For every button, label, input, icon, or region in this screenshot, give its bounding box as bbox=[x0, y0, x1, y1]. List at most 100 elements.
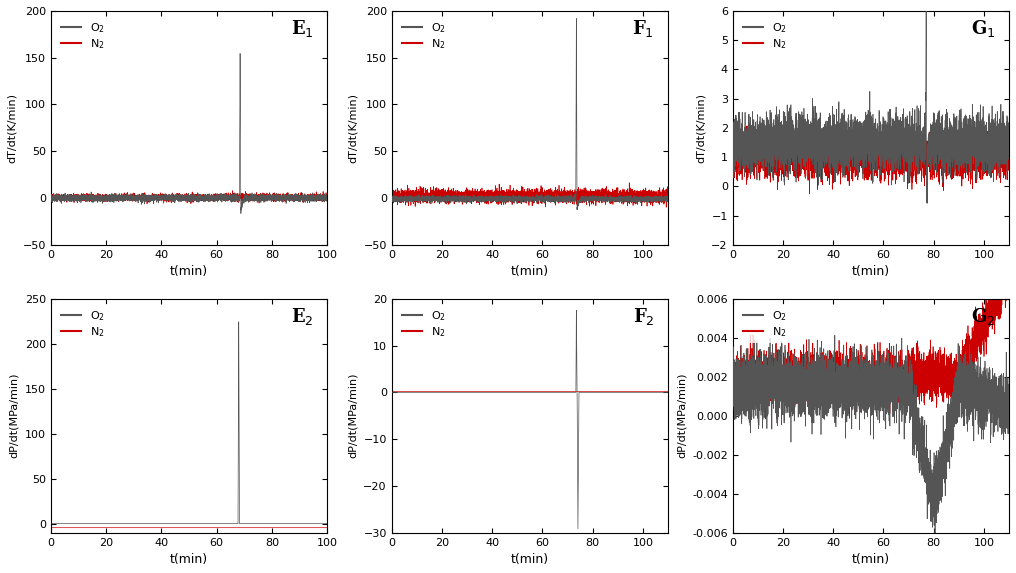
N$_2$ bbox=[662, 388, 675, 395]
O$_2$ bbox=[933, 501, 945, 508]
Y-axis label: dP/dt(MPa/min): dP/dt(MPa/min) bbox=[347, 373, 358, 458]
O$_2$ bbox=[321, 520, 333, 527]
X-axis label: t(min): t(min) bbox=[170, 265, 208, 278]
O$_2$ bbox=[225, 520, 237, 527]
O$_2$ bbox=[922, 200, 934, 207]
N$_2$ bbox=[613, 388, 625, 395]
N$_2$ bbox=[210, 192, 223, 199]
N$_2$ bbox=[272, 524, 284, 531]
N$_2$ bbox=[565, 198, 577, 205]
N$_2$ bbox=[225, 524, 237, 531]
N$_2$ bbox=[832, 388, 844, 395]
O$_2$ bbox=[726, 153, 739, 160]
O$_2$ bbox=[892, 155, 904, 162]
N$_2$ bbox=[491, 190, 503, 197]
O$_2$ bbox=[726, 379, 739, 386]
N$_2$ bbox=[150, 193, 163, 199]
O$_2$ bbox=[210, 520, 223, 527]
N$_2$ bbox=[662, 191, 675, 198]
O$_2$ bbox=[565, 389, 577, 396]
O$_2$ bbox=[251, 195, 263, 202]
N$_2$ bbox=[225, 190, 237, 197]
Y-axis label: dP/dt(MPa/min): dP/dt(MPa/min) bbox=[677, 373, 687, 458]
O$_2$ bbox=[225, 194, 237, 201]
O$_2$ bbox=[906, 386, 918, 393]
O$_2$ bbox=[235, 210, 247, 217]
O$_2$ bbox=[150, 520, 163, 527]
N$_2$ bbox=[906, 359, 918, 366]
O$_2$ bbox=[45, 197, 57, 203]
Legend: O$_2$, N$_2$: O$_2$, N$_2$ bbox=[397, 17, 450, 55]
X-axis label: t(min): t(min) bbox=[851, 553, 890, 566]
O$_2$ bbox=[552, 389, 564, 396]
Line: O$_2$: O$_2$ bbox=[733, 0, 1009, 203]
Text: E$_1$: E$_1$ bbox=[291, 18, 313, 39]
N$_2$ bbox=[592, 186, 605, 193]
N$_2$ bbox=[321, 193, 333, 199]
O$_2$ bbox=[570, 307, 582, 313]
Text: F$_1$: F$_1$ bbox=[633, 18, 654, 39]
Line: N$_2$: N$_2$ bbox=[733, 252, 1009, 423]
O$_2$ bbox=[45, 520, 57, 527]
Y-axis label: dT/dt(K/min): dT/dt(K/min) bbox=[7, 93, 17, 163]
O$_2$ bbox=[251, 520, 263, 527]
N$_2$ bbox=[227, 187, 239, 194]
N$_2$ bbox=[951, 419, 963, 426]
N$_2$ bbox=[386, 388, 398, 395]
O$_2$ bbox=[1003, 390, 1015, 397]
N$_2$ bbox=[491, 388, 503, 395]
N$_2$ bbox=[321, 524, 333, 531]
Line: O$_2$: O$_2$ bbox=[392, 18, 669, 210]
N$_2$ bbox=[210, 524, 223, 531]
O$_2$ bbox=[592, 389, 605, 396]
N$_2$ bbox=[251, 524, 263, 531]
N$_2$ bbox=[777, 361, 789, 368]
Legend: O$_2$, N$_2$: O$_2$, N$_2$ bbox=[56, 304, 109, 343]
N$_2$ bbox=[804, 190, 816, 197]
N$_2$ bbox=[892, 144, 904, 151]
O$_2$ bbox=[94, 520, 107, 527]
O$_2$ bbox=[565, 195, 577, 202]
O$_2$ bbox=[272, 195, 284, 202]
N$_2$ bbox=[552, 197, 564, 203]
Line: O$_2$: O$_2$ bbox=[51, 322, 327, 524]
Legend: O$_2$, N$_2$: O$_2$, N$_2$ bbox=[56, 17, 109, 55]
N$_2$ bbox=[45, 194, 57, 201]
Y-axis label: dT/dt(K/min): dT/dt(K/min) bbox=[347, 93, 358, 163]
N$_2$ bbox=[954, 379, 966, 386]
O$_2$ bbox=[386, 389, 398, 396]
O$_2$ bbox=[436, 197, 448, 203]
O$_2$ bbox=[954, 128, 966, 135]
O$_2$ bbox=[832, 375, 844, 382]
O$_2$ bbox=[571, 206, 583, 213]
N$_2$ bbox=[777, 161, 789, 168]
Y-axis label: dP/dt(MPa/min): dP/dt(MPa/min) bbox=[9, 373, 19, 458]
Line: O$_2$: O$_2$ bbox=[51, 53, 327, 214]
N$_2$ bbox=[436, 388, 448, 395]
O$_2$ bbox=[1003, 134, 1015, 141]
O$_2$ bbox=[491, 389, 503, 396]
O$_2$ bbox=[929, 533, 941, 540]
O$_2$ bbox=[272, 520, 284, 527]
O$_2$ bbox=[572, 525, 584, 532]
N$_2$ bbox=[94, 193, 107, 200]
X-axis label: t(min): t(min) bbox=[851, 265, 890, 278]
O$_2$ bbox=[777, 411, 789, 418]
O$_2$ bbox=[592, 195, 605, 202]
N$_2$ bbox=[906, 150, 918, 156]
O$_2$ bbox=[662, 197, 675, 203]
O$_2$ bbox=[552, 193, 564, 200]
X-axis label: t(min): t(min) bbox=[170, 553, 208, 566]
X-axis label: t(min): t(min) bbox=[511, 265, 549, 278]
O$_2$ bbox=[491, 196, 503, 203]
N$_2$ bbox=[94, 524, 107, 531]
Line: N$_2$: N$_2$ bbox=[733, 119, 1009, 194]
Text: G$_1$: G$_1$ bbox=[971, 18, 996, 39]
N$_2$ bbox=[592, 388, 605, 395]
N$_2$ bbox=[386, 190, 398, 197]
O$_2$ bbox=[613, 389, 625, 396]
O$_2$ bbox=[150, 194, 163, 201]
X-axis label: t(min): t(min) bbox=[511, 553, 549, 566]
N$_2$ bbox=[660, 204, 673, 211]
Line: N$_2$: N$_2$ bbox=[51, 191, 327, 204]
